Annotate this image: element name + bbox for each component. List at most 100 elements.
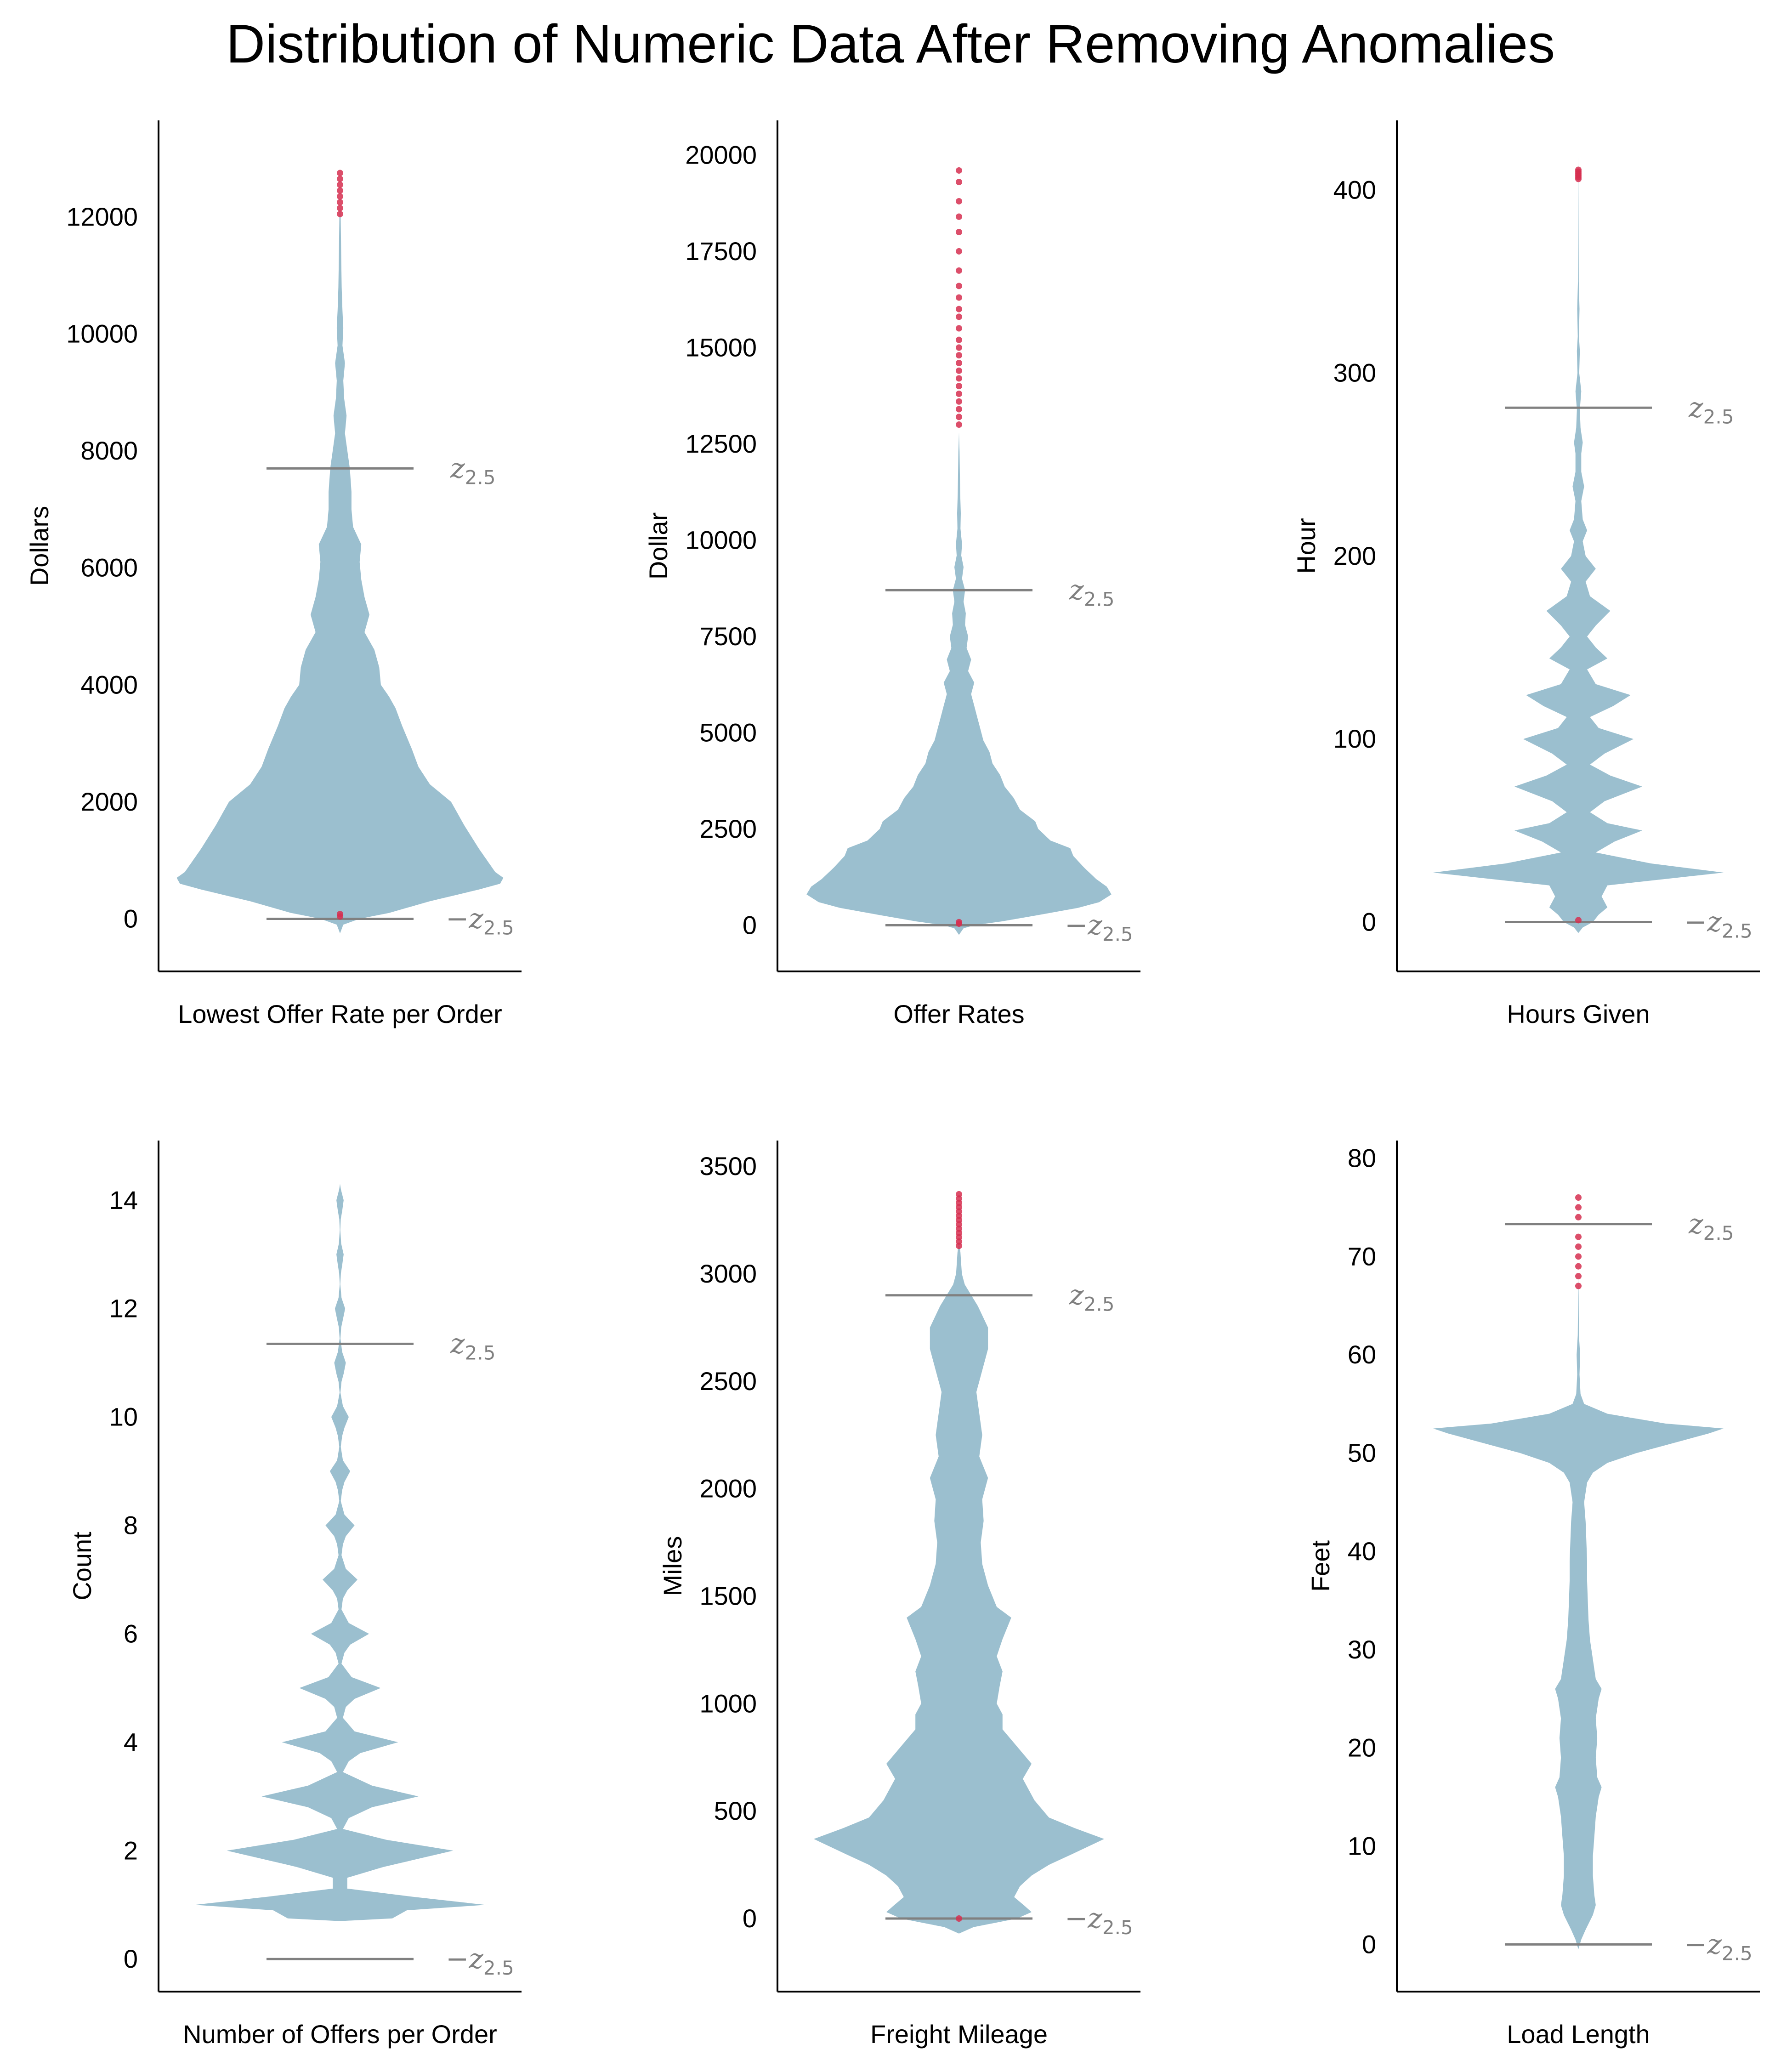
y-tick-label: 80 xyxy=(1348,1143,1376,1172)
upper-threshold-label: z2.5 xyxy=(450,452,495,488)
outlier-point xyxy=(956,367,962,374)
outlier-point xyxy=(956,421,962,428)
y-tick-label: 0 xyxy=(1362,907,1376,936)
outlier-point xyxy=(956,352,962,359)
violin-panel-6: z2.5 −z2.5 0 10 20 30 40 50 60 70 80 Load Length Fee… xyxy=(1306,1141,1760,2049)
y-tick-label: 4 xyxy=(124,1727,138,1756)
y-tick-label: 6 xyxy=(124,1619,138,1648)
upper-threshold-label: z2.5 xyxy=(1069,574,1114,610)
y-tick-label: 70 xyxy=(1348,1242,1376,1271)
y-axis-label: Feet xyxy=(1306,1540,1335,1592)
y-tick-label: 2000 xyxy=(699,1474,757,1503)
y-tick-label: 1000 xyxy=(699,1689,757,1718)
x-axis-label: Hours Given xyxy=(1507,999,1650,1028)
outlier-point xyxy=(956,325,962,332)
y-tick-label: 100 xyxy=(1333,724,1376,753)
y-tick-label: 40 xyxy=(1348,1537,1376,1566)
figure-title: Distribution of Numeric Data After Remov… xyxy=(226,14,1555,74)
y-tick-label: 12500 xyxy=(685,429,757,458)
upper-threshold-label: z2.5 xyxy=(1069,1279,1114,1316)
y-axis-label: Hour xyxy=(1292,518,1321,573)
upper-threshold-label: z2.5 xyxy=(1688,1208,1734,1244)
y-tick-label: 2500 xyxy=(699,814,757,843)
outlier-point xyxy=(956,198,962,204)
outlier-point xyxy=(956,383,962,390)
x-axis-label: Freight Mileage xyxy=(870,2020,1048,2049)
y-tick-label: 300 xyxy=(1333,358,1376,387)
outlier-point xyxy=(337,193,343,200)
outlier-point xyxy=(956,229,962,236)
outlier-point xyxy=(337,199,343,206)
y-tick-label: 2000 xyxy=(80,787,138,816)
y-axis-label: Dollar xyxy=(644,512,673,579)
y-tick-label: 2 xyxy=(124,1836,138,1865)
outlier-point xyxy=(956,1191,962,1198)
outlier-point xyxy=(956,294,962,301)
violin-panel-3: z2.5 −z2.5 0 100 200 300 400 Hours Given Hour xyxy=(1292,120,1760,1028)
outlier-point xyxy=(956,414,962,420)
lower-threshold-label: −z2.5 xyxy=(446,1943,514,1979)
y-tick-label: 0 xyxy=(743,1904,757,1933)
outlier-point xyxy=(337,170,343,176)
y-tick-label: 200 xyxy=(1333,541,1376,570)
y-tick-label: 500 xyxy=(714,1796,757,1825)
x-axis-label: Number of Offers per Order xyxy=(183,2020,497,2049)
y-tick-label: 0 xyxy=(124,1944,138,1973)
outlier-point xyxy=(1575,1214,1582,1220)
y-tick-label: 10000 xyxy=(66,319,138,348)
violin-body xyxy=(814,1241,1104,1934)
y-tick-label: 50 xyxy=(1348,1438,1376,1467)
outlier-point xyxy=(1575,1283,1582,1289)
outlier-point xyxy=(956,1915,962,1922)
violin-body xyxy=(806,432,1112,935)
outlier-point xyxy=(1575,917,1582,924)
y-tick-label: 1500 xyxy=(699,1581,757,1610)
violin-body xyxy=(1433,1276,1724,1949)
lower-threshold-label: −z2.5 xyxy=(1065,909,1133,945)
y-tick-label: 3000 xyxy=(699,1259,757,1288)
y-tick-label: 0 xyxy=(1362,1930,1376,1958)
y-tick-label: 4000 xyxy=(80,670,138,699)
violin-body xyxy=(1433,157,1724,933)
upper-threshold-label: z2.5 xyxy=(450,1328,495,1364)
lower-threshold-label: −z2.5 xyxy=(446,903,514,939)
y-tick-label: 6000 xyxy=(80,553,138,582)
y-tick-label: 3500 xyxy=(699,1152,757,1181)
y-tick-label: 12 xyxy=(109,1294,138,1323)
violin-panel-2: z2.5 −z2.5 0 2500 5000 7500 10000 12500 15000 175… xyxy=(644,120,1140,1028)
outlier-point xyxy=(956,344,962,351)
outlier-point xyxy=(1575,1273,1582,1280)
outlier-point xyxy=(337,210,343,217)
lower-threshold-label: −z2.5 xyxy=(1684,906,1753,942)
y-axis-label: Miles xyxy=(658,1536,687,1596)
y-tick-label: 400 xyxy=(1333,175,1376,204)
outlier-point xyxy=(337,182,343,188)
outlier-point xyxy=(956,919,962,925)
outlier-point xyxy=(1575,1243,1582,1250)
violin-panel-1: z2.5 −z2.5 0 2000 4000 6000 8000 10000 12000 Lowe… xyxy=(25,120,522,1028)
y-tick-label: 2500 xyxy=(699,1367,757,1396)
outlier-point xyxy=(956,179,962,186)
outlier-point xyxy=(337,911,343,918)
violin-body xyxy=(176,205,504,934)
outlier-point xyxy=(956,306,962,312)
x-axis-label: Load Length xyxy=(1507,2020,1650,2049)
lower-threshold-label: −z2.5 xyxy=(1684,1928,1753,1964)
y-tick-label: 5000 xyxy=(699,718,757,747)
outlier-point xyxy=(337,176,343,182)
x-axis-label: Offer Rates xyxy=(893,999,1024,1028)
outlier-point xyxy=(956,390,962,397)
y-tick-label: 8000 xyxy=(80,436,138,465)
y-tick-label: 10000 xyxy=(685,525,757,554)
y-tick-label: 10 xyxy=(1348,1831,1376,1860)
outlier-point xyxy=(956,167,962,174)
violin-body xyxy=(195,1184,485,1921)
y-tick-label: 20 xyxy=(1348,1733,1376,1762)
outlier-point xyxy=(337,204,343,211)
y-tick-label: 17500 xyxy=(685,237,757,266)
violin-panel-5: z2.5 −z2.5 0 500 1000 1500 2000 2500 3000 3500 Fre… xyxy=(658,1141,1140,2049)
outlier-point xyxy=(1575,1233,1582,1240)
y-tick-label: 10 xyxy=(109,1402,138,1431)
y-tick-label: 14 xyxy=(109,1186,138,1215)
